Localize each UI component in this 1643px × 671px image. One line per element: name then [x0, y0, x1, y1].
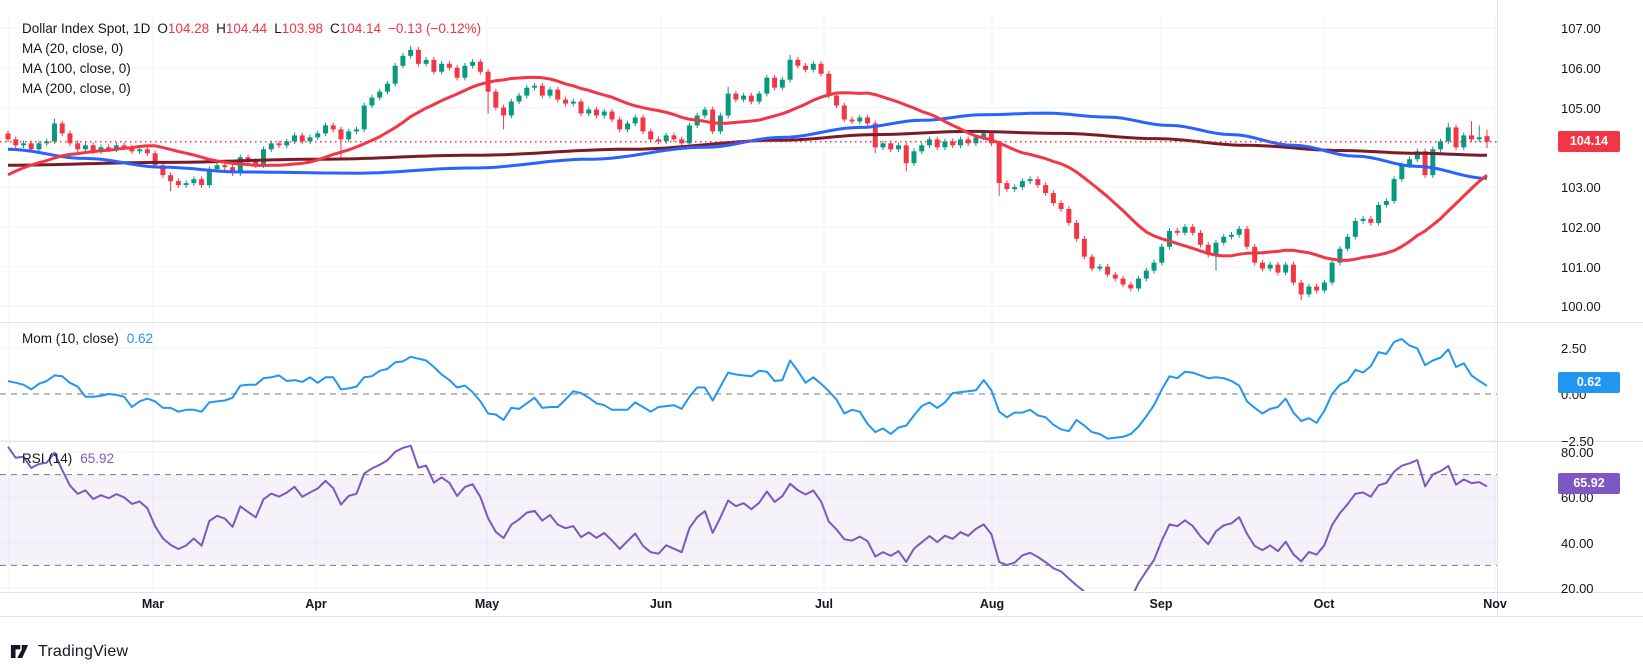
momentum-badge: 0.62 [1558, 371, 1620, 393]
month-label-Apr: Apr [305, 597, 327, 611]
price-tick-103.00: 103.00 [1561, 180, 1601, 196]
main-legend: Dollar Index Spot, 1D O104.28 H104.44 L103.… [22, 19, 481, 39]
price-tick-102.00: 102.00 [1561, 219, 1601, 235]
tradingview-logo[interactable]: TradingView [8, 640, 128, 663]
rsi-value: 65.92 [80, 451, 115, 466]
momentum-legend[interactable]: Mom (10, close) 0.62 [22, 330, 153, 348]
ma100-legend[interactable]: MA (100, close, 0) [22, 61, 131, 76]
price-tick-105.00: 105.00 [1561, 100, 1601, 116]
ohlc-value-C: 104.14 [339, 21, 382, 36]
ohlc-value-O: 104.28 [167, 21, 210, 36]
month-label-Nov: Nov [1483, 597, 1507, 611]
rsi-tick-20.00: 20.00 [1561, 581, 1594, 597]
month-label-Oct: Oct [1313, 597, 1335, 611]
rsi-tick-80.00: 80.00 [1561, 445, 1594, 460]
rsi-label: RSI (14) [22, 451, 73, 466]
rsi-badge: 65.92 [1558, 473, 1620, 495]
momentum-value: 0.62 [126, 331, 154, 346]
ohlc-key-H: H [216, 21, 226, 36]
change-value: −0.13 (−0.12%) [388, 21, 482, 36]
ma200-legend[interactable]: MA (200, close, 0) [22, 81, 131, 96]
ohlc-key-L: L [274, 21, 282, 36]
month-label-Sep: Sep [1149, 597, 1173, 611]
rsi-tick-40.00: 40.00 [1561, 535, 1594, 551]
last-price-badge: 104.14 [1558, 131, 1620, 153]
ohlc-key-O: O [157, 21, 168, 36]
month-label-Jun: Jun [649, 597, 673, 611]
ma20-legend[interactable]: MA (20, close, 0) [22, 41, 124, 56]
month-label-Jul: Jul [814, 597, 834, 611]
rsi-tick-60.00: 60.00 [1561, 490, 1594, 506]
month-label-May: May [474, 597, 500, 611]
price-tick-101.00: 101.00 [1561, 259, 1601, 275]
rsi-legend[interactable]: RSI (14) 65.92 [22, 450, 114, 468]
month-label-Mar: Mar [141, 597, 165, 611]
month-label-Aug: Aug [979, 597, 1005, 611]
price-tick-107.00: 107.00 [1561, 21, 1601, 36]
ohlc-value-L: 103.98 [281, 21, 323, 36]
mom-tick-2.50: 2.50 [1561, 340, 1587, 356]
symbol-title[interactable]: Dollar Index Spot, 1D [22, 21, 151, 36]
tradingview-logo-text: TradingView [38, 642, 129, 660]
mom-tick-−2.50: −2.50 [1561, 433, 1594, 449]
ohlc-key-C: C [330, 21, 340, 36]
ohlc-value-H: 104.44 [225, 21, 268, 36]
momentum-label: Mom (10, close) [22, 331, 119, 346]
price-tick-100.00: 100.00 [1561, 299, 1601, 315]
price-tick-106.00: 106.00 [1561, 60, 1601, 76]
tradingview-logo-icon [10, 645, 29, 658]
